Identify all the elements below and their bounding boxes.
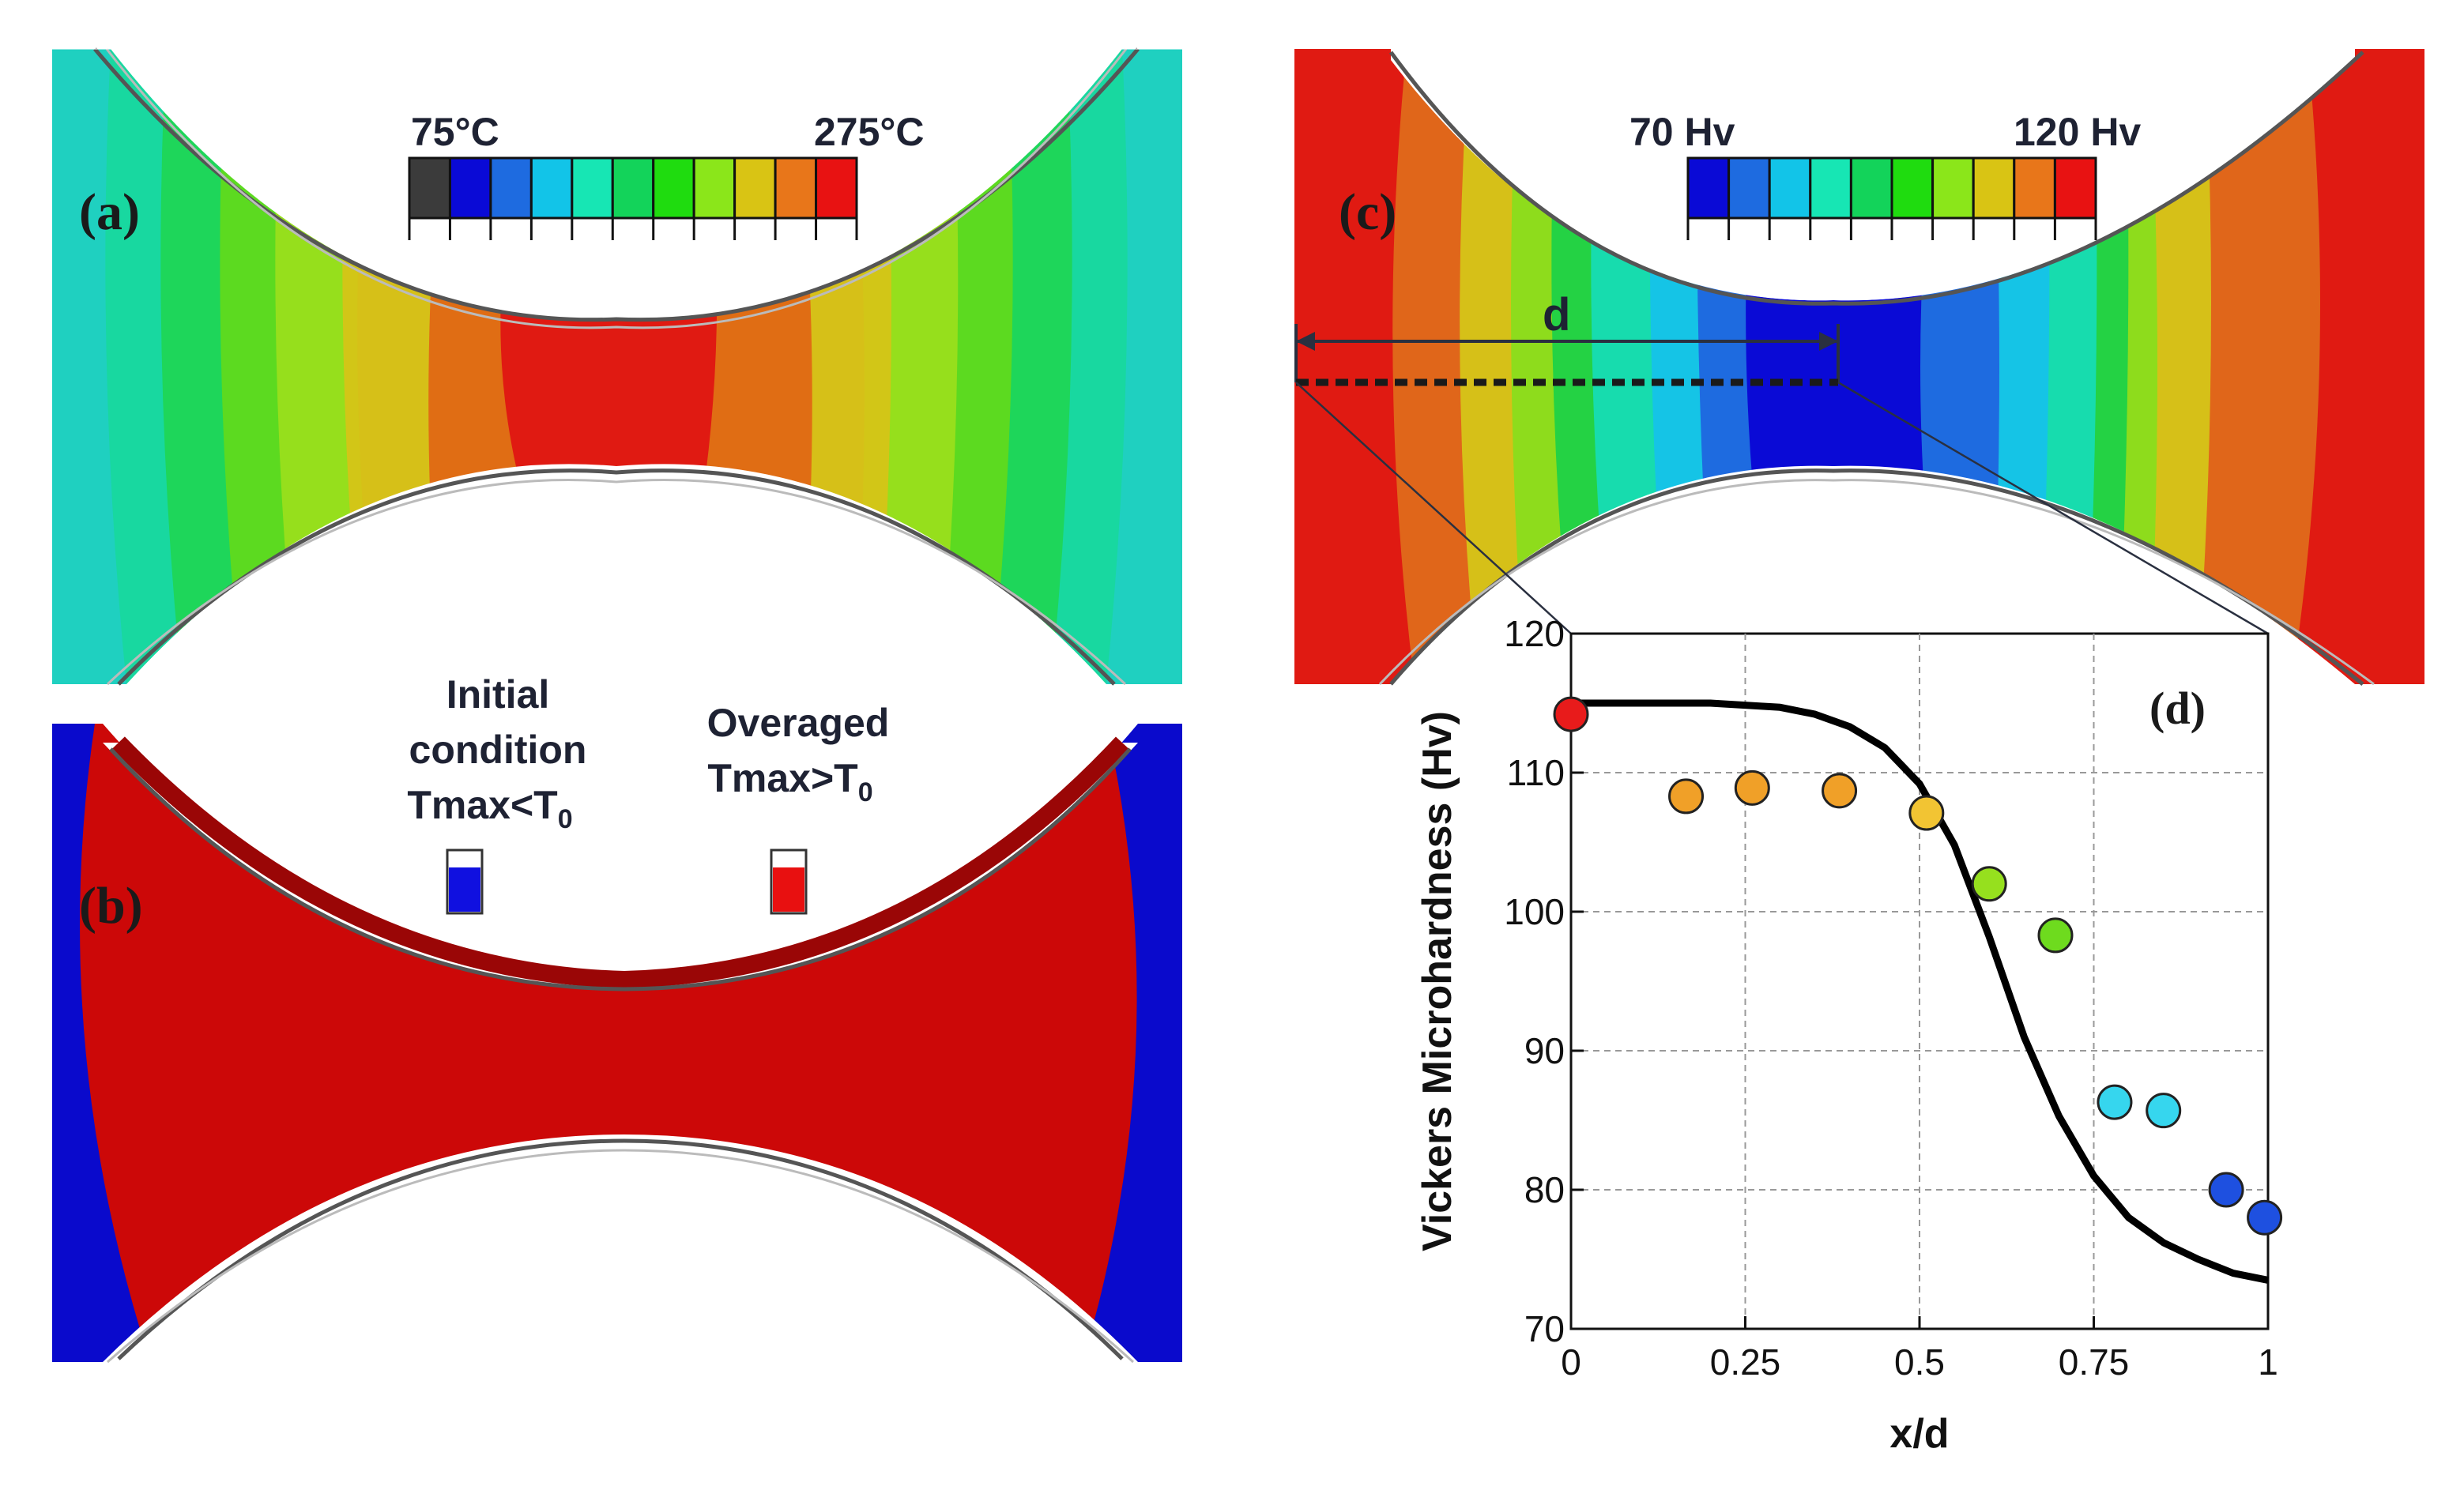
colorbar-hardness-swatch	[1931, 156, 1975, 220]
colorbar-hardness-swatch	[1972, 156, 2016, 220]
colorbar-temperature-swatch	[448, 156, 492, 220]
data-point	[2037, 917, 2074, 954]
colorbar-temperature-swatch	[489, 156, 533, 220]
colorbar-hardness-swatch	[1890, 156, 1935, 220]
y-axis-title: Vickers Microhardness (Hv)	[1415, 711, 1460, 1251]
colorbar-hardness-swatch	[1727, 156, 1771, 220]
legend-initial-line1: Initial	[446, 672, 550, 717]
panel-label-b: (b)	[79, 877, 143, 935]
colorbar-temperature-swatch	[611, 156, 655, 220]
y-tick-label: 120	[1504, 613, 1565, 654]
condition-legend: Initial condition Tmax<T0 Overaged Tmax>…	[407, 672, 890, 915]
colorbar-hardness-swatch	[1686, 156, 1731, 220]
x-tick-label: 0.75	[2059, 1341, 2130, 1383]
data-point	[1908, 795, 1945, 831]
y-tick-label: 70	[1524, 1308, 1565, 1349]
colorbar-hardness-swatch	[2013, 156, 2056, 220]
colorbar-hardness: 70 Hv 120 Hv	[1629, 110, 2141, 240]
x-axis-title: x/d	[1889, 1411, 1949, 1457]
colorbar-temperature-swatch	[652, 156, 695, 220]
colorbar-temperature-min: 75°C	[411, 110, 499, 154]
legend-initial-line2: condition	[409, 728, 587, 772]
colorbar-hardness-min: 70 Hv	[1629, 110, 1735, 154]
data-point	[1553, 696, 1589, 732]
data-point	[1822, 773, 1858, 809]
data-point	[1971, 866, 2007, 902]
data-point	[2208, 1172, 2244, 1208]
dimension-arrowhead-left	[1296, 332, 1315, 351]
legend-overaged-beaker-icon	[770, 848, 808, 915]
data-point	[1734, 769, 1770, 806]
panel-a-temperature-contour	[52, 47, 1182, 686]
colorbar-temperature: 75°C 275°C	[408, 110, 925, 240]
model-curve	[1571, 699, 2269, 1284]
data-point	[2146, 1093, 2182, 1129]
panel-b-condition-map	[52, 719, 1182, 1364]
x-tick-label: 0.25	[1710, 1341, 1781, 1383]
x-tick-label: 0.5	[1894, 1341, 1945, 1383]
colorbar-temperature-swatch	[408, 156, 451, 220]
legend-overaged-line2: Tmax>T0	[707, 756, 872, 807]
panel-label-a: (a)	[79, 183, 140, 241]
legend-initial-beaker-icon	[446, 848, 484, 915]
colorbar-hardness-swatch	[1849, 156, 1893, 220]
data-point	[1668, 778, 1705, 815]
panel-label-c: (c)	[1339, 183, 1396, 241]
dimension-label-d: d	[1543, 289, 1570, 341]
colorbar-temperature-swatch	[529, 156, 574, 220]
dimension-arrowhead-right	[1819, 332, 1838, 351]
zoom-line-right	[1837, 381, 2269, 635]
colorbar-temperature-max: 275°C	[814, 110, 925, 154]
colorbar-temperature-swatch	[571, 156, 614, 220]
data-point	[2247, 1199, 2283, 1236]
colorbar-temperature-swatch	[815, 156, 858, 220]
y-tick-label: 90	[1524, 1030, 1565, 1071]
colorbar-hardness-swatch	[2053, 156, 2097, 220]
chart-hardness-profile: 0 0.25 0.5 0.75 1 70 80 90 100 110 120 (d) x/d Vi…	[1415, 613, 2283, 1457]
legend-overaged-line1: Overaged	[707, 701, 890, 745]
x-tick-label: 0	[1561, 1341, 1581, 1383]
panel-label-d: (d)	[2149, 683, 2206, 734]
colorbar-temperature-swatch	[692, 156, 737, 220]
data-point	[2097, 1084, 2133, 1120]
colorbar-hardness-max: 120 Hv	[2014, 110, 2141, 154]
zoom-line-left	[1295, 382, 1572, 634]
legend-initial-line3: Tmax<T0	[407, 783, 572, 834]
y-tick-label: 80	[1524, 1169, 1565, 1210]
y-tick-label: 100	[1504, 891, 1565, 932]
y-tick-label: 110	[1507, 752, 1565, 793]
colorbar-hardness-swatch	[1768, 156, 1812, 220]
x-tick-label: 1	[2258, 1341, 2278, 1383]
colorbar-temperature-swatch	[733, 156, 777, 220]
panel-c-hardness-contour	[1294, 44, 2424, 686]
colorbar-hardness-swatch	[1809, 156, 1852, 220]
colorbar-temperature-swatch	[774, 156, 818, 220]
